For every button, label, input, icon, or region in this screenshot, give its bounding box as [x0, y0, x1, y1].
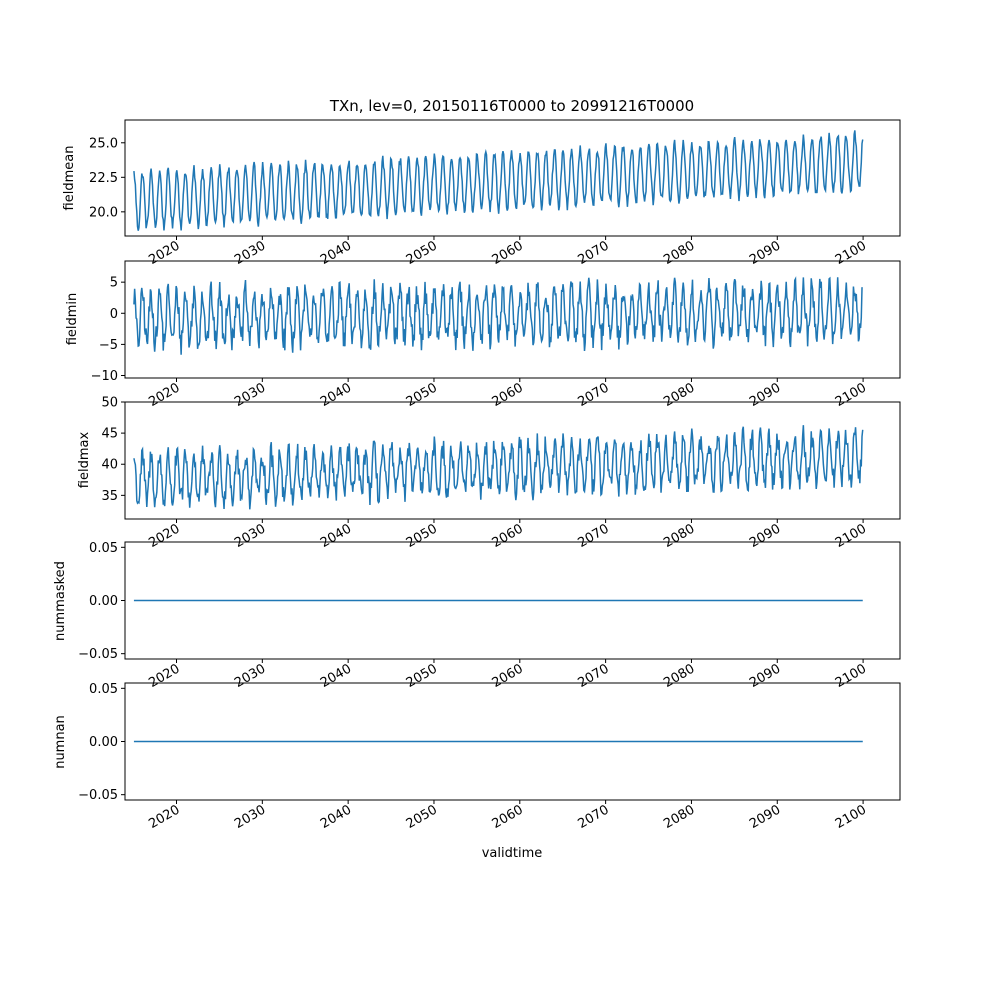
fieldmax-series-line: [134, 425, 863, 509]
x-tick-label: 2070: [575, 802, 611, 832]
chart-title: TXn, lev=0, 20150116T0000 to 20991216T00…: [329, 97, 694, 115]
y-tick-label: −5: [99, 338, 118, 353]
y-ticks: −10 −5 0 5: [91, 276, 125, 384]
x-tick-label: 2080: [661, 521, 697, 551]
x-tick-label: 2040: [318, 661, 354, 691]
ylabel-fieldmean: fieldmean: [62, 146, 77, 211]
x-tick-label: 2060: [490, 238, 526, 268]
xlabel-validtime: validtime: [482, 846, 543, 861]
x-tick-label: 2030: [232, 380, 268, 410]
x-ticks: 2020 2030 2040 2050 2060 2070 2080 2090 2100: [146, 659, 869, 691]
x-tick-label: 2070: [575, 238, 611, 268]
x-tick-label: 2100: [833, 238, 869, 268]
fieldmin-series-line: [134, 277, 863, 354]
x-tick-label: 2090: [747, 661, 783, 691]
x-ticks: 2020 2030 2040 2050 2060 2070 2080 2090 2100: [146, 378, 869, 410]
panel-numnan: −0.050.000.05 2020 2030 2040 2050 2060 2070 20…: [53, 682, 900, 861]
fieldmean-series-line: [134, 130, 863, 230]
y-tick-label: 0.05: [89, 541, 118, 556]
y-ticks: 35 40 45 50: [101, 396, 125, 504]
x-tick-label: 2060: [490, 521, 526, 551]
y-tick-label: 0.00: [89, 594, 118, 609]
x-tick-label: 2090: [747, 238, 783, 268]
x-tick-label: 2020: [146, 238, 182, 268]
x-tick-label: 2070: [575, 380, 611, 410]
x-tick-label: 2050: [404, 521, 440, 551]
x-tick-label: 2040: [318, 521, 354, 551]
panel-nummasked: −0.050.000.05 2020 2030 2040 2050 2060 2070 20…: [53, 541, 900, 691]
x-tick-label: 2090: [747, 521, 783, 551]
y-ticks: −0.05 0.00 0.05: [78, 682, 125, 803]
x-tick-label: 2050: [404, 380, 440, 410]
x-tick-label: 2030: [232, 238, 268, 268]
x-tick-label: 2080: [661, 380, 697, 410]
y-tick-label: −10: [91, 369, 118, 384]
x-tick-label: 2080: [661, 802, 697, 832]
y-tick-label: 40: [101, 458, 118, 473]
x-tick-label: 2020: [146, 521, 182, 551]
y-tick-label: −0.05: [78, 647, 118, 662]
y-tick-label: 25.0: [89, 136, 118, 151]
y-tick-label: 35: [101, 489, 118, 504]
x-tick-label: 2020: [146, 802, 182, 832]
y-tick-label: −0.05: [78, 788, 118, 803]
y-tick-label: 5: [110, 276, 118, 291]
x-tick-label: 2100: [833, 802, 869, 832]
x-tick-label: 2050: [404, 661, 440, 691]
y-tick-label: 45: [101, 427, 118, 442]
x-tick-label: 2060: [490, 661, 526, 691]
x-tick-label: 2040: [318, 802, 354, 832]
x-tick-label: 2050: [404, 238, 440, 268]
panel-fieldmean: 20.0 22.5 25.0 2020 2030 2040 2050 2060 2070 208…: [62, 120, 900, 268]
x-tick-label: 2080: [661, 238, 697, 268]
x-tick-label: 2030: [232, 661, 268, 691]
x-ticks: 2020 2030 2040 2050 2060 2070 2080 2090 2100: [146, 800, 869, 832]
panel-fieldmax: 35 40 45 50 2020 2030 2040 2050 2060 2070 2080 209…: [77, 396, 900, 552]
panel-fieldmin: −10 −5 0 5 2020 2030 2040 2050 2060 2070 2080 2090…: [65, 261, 900, 410]
ylabel-nummasked: nummasked: [53, 561, 68, 641]
ylabel-numnan: numnan: [53, 715, 68, 769]
ylabel-fieldmin: fieldmin: [65, 293, 80, 346]
x-tick-label: 2030: [232, 521, 268, 551]
x-ticks: 2020 2030 2040 2050 2060 2070 2080 2090 2100: [146, 519, 869, 551]
x-tick-label: 2030: [232, 802, 268, 832]
x-tick-label: 2060: [490, 802, 526, 832]
x-tick-label: 2020: [146, 661, 182, 691]
x-tick-label: 2100: [833, 521, 869, 551]
y-tick-label: 50: [101, 396, 118, 411]
x-tick-label: 2050: [404, 802, 440, 832]
y-tick-label: 0.05: [89, 682, 118, 697]
x-tick-label: 2040: [318, 238, 354, 268]
y-tick-label: 0: [110, 307, 118, 322]
ylabel-fieldmax: fieldmax: [77, 432, 92, 489]
y-tick-label: 20.0: [89, 205, 118, 220]
x-tick-label: 2090: [747, 380, 783, 410]
x-tick-label: 2070: [575, 661, 611, 691]
y-tick-label: 0.00: [89, 735, 118, 750]
y-ticks: 20.0 22.5 25.0: [89, 136, 125, 220]
x-tick-label: 2100: [833, 661, 869, 691]
x-tick-label: 2100: [833, 380, 869, 410]
y-tick-label: 22.5: [89, 171, 118, 186]
x-tick-label: 2090: [747, 802, 783, 832]
x-tick-label: 2070: [575, 521, 611, 551]
y-ticks: −0.05 0.00 0.05: [78, 541, 125, 662]
x-tick-label: 2060: [490, 380, 526, 410]
x-ticks: 2020 2030 2040 2050 2060 2070 2080 2090 2100: [146, 236, 869, 268]
x-tick-label: 2080: [661, 661, 697, 691]
x-tick-label: 2020: [146, 380, 182, 410]
x-tick-label: 2040: [318, 380, 354, 410]
